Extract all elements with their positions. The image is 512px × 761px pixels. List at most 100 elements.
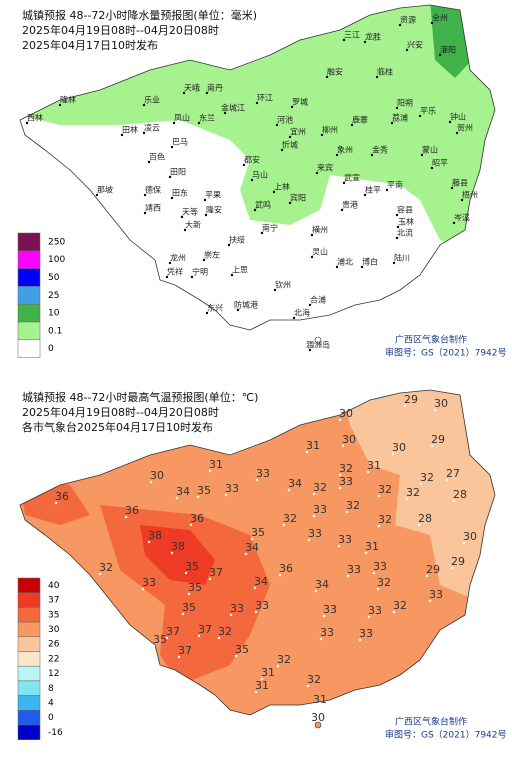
temp-label: 32 xyxy=(307,673,321,686)
place-dot xyxy=(312,704,316,708)
place-name: 乐业 xyxy=(144,95,160,105)
place-name: 阳朔 xyxy=(397,98,413,108)
temp-label: 30 xyxy=(342,433,356,446)
place-dot xyxy=(143,211,147,215)
temp-label: 37 xyxy=(166,625,180,638)
place-name: 荔浦 xyxy=(392,113,408,123)
place-dot xyxy=(205,311,209,315)
legend-label: 0 xyxy=(48,344,54,354)
temp-label: 35 xyxy=(185,560,199,573)
place-name: 马山 xyxy=(252,170,268,180)
place-dot xyxy=(418,114,422,118)
legend-label: 22 xyxy=(48,654,59,664)
place-dot xyxy=(124,515,128,519)
temp-label: 31 xyxy=(209,458,223,471)
place-dot xyxy=(405,48,409,52)
place-dot xyxy=(345,510,349,514)
place-dot xyxy=(227,243,231,247)
place-dot xyxy=(182,91,186,95)
place-name: 隆林 xyxy=(60,95,76,105)
place-name: 上思 xyxy=(232,266,248,275)
legend-swatch xyxy=(17,303,41,323)
place-dot xyxy=(319,637,323,641)
place-name: 凤山 xyxy=(174,113,190,123)
legend-swatch xyxy=(17,710,41,726)
place-dot xyxy=(278,573,282,577)
place-dot xyxy=(325,75,329,79)
temp-label: 30 xyxy=(463,530,477,543)
place-dot xyxy=(253,586,257,590)
place-name: 梧州 xyxy=(462,190,478,200)
place-name: 扶绥 xyxy=(229,235,245,245)
place-name: 平南 xyxy=(387,180,403,190)
place-name: 三江 xyxy=(344,31,360,40)
place-dot xyxy=(460,198,464,202)
temp-label: 32 xyxy=(313,481,327,494)
place-dot xyxy=(385,188,389,192)
place-name: 平果 xyxy=(205,191,221,200)
place-name: 德保 xyxy=(145,185,161,195)
place-name: 藤县 xyxy=(452,178,468,188)
legend-swatch xyxy=(17,680,41,696)
place-dot xyxy=(287,488,291,492)
place-name: 靖西 xyxy=(145,203,161,213)
place-name: 资源 xyxy=(400,15,416,25)
temp-label: 32 xyxy=(406,486,420,499)
place-dot xyxy=(392,610,396,614)
place-dot xyxy=(147,540,151,544)
place-dot xyxy=(184,571,188,575)
place-dot xyxy=(168,175,172,179)
place-dot xyxy=(340,208,344,212)
place-dot xyxy=(272,190,276,194)
legend-label: 40 xyxy=(48,581,60,591)
place-dot xyxy=(230,273,234,277)
temp-label: 31 xyxy=(255,679,269,692)
place-name: 罗城 xyxy=(292,98,308,107)
place-dot xyxy=(310,722,314,726)
place-name: 临桂 xyxy=(377,67,393,77)
place-dot xyxy=(335,153,339,157)
temp-label: 32 xyxy=(277,653,291,666)
temp-label: 33 xyxy=(338,533,352,546)
temp-label: 36 xyxy=(125,504,139,517)
legend-swatch xyxy=(17,268,41,287)
legend-swatch xyxy=(17,250,41,269)
place-dot xyxy=(253,208,257,212)
place-dot xyxy=(168,261,172,265)
place-dot xyxy=(292,316,296,320)
place-dot xyxy=(377,524,381,528)
place-dot xyxy=(375,75,379,79)
place-dot xyxy=(282,523,286,527)
temp-label: 33 xyxy=(256,467,270,480)
temp-label: 30 xyxy=(434,397,448,410)
place-dot xyxy=(98,572,102,576)
place-name: 凌云 xyxy=(144,123,160,133)
temp-label: 31 xyxy=(306,439,320,452)
place-name: 鹿寨 xyxy=(352,115,368,125)
place-name: 象州 xyxy=(337,145,353,155)
map-title: 城镇预报 48--72小时最高气温预报图(单位：℃) xyxy=(22,390,258,404)
legend-label: 35 xyxy=(48,610,59,620)
place-name: 南宁 xyxy=(262,223,278,233)
place-dot xyxy=(450,186,454,190)
legend-swatch xyxy=(17,665,41,682)
place-name: 上林 xyxy=(274,182,290,192)
place-name: 平乐 xyxy=(420,106,436,116)
place-dot xyxy=(448,120,452,124)
place-dot xyxy=(172,121,176,125)
place-name: 贵港 xyxy=(342,200,358,210)
place-dot xyxy=(314,589,318,593)
place-name: 来宾 xyxy=(317,163,333,173)
place-dot xyxy=(322,614,326,618)
legend-swatch xyxy=(17,232,41,252)
temp-label: 38 xyxy=(171,540,185,553)
place-name: 贺州 xyxy=(457,123,473,133)
place-name: 河池 xyxy=(277,115,293,125)
legend-label: -16 xyxy=(48,728,63,738)
place-name: 武宣 xyxy=(344,173,360,183)
place-dot xyxy=(177,655,181,659)
place-dot xyxy=(276,664,280,668)
place-name: 宜州 xyxy=(290,127,306,137)
place-dot xyxy=(175,496,179,500)
place-name: 龙州 xyxy=(170,253,186,263)
